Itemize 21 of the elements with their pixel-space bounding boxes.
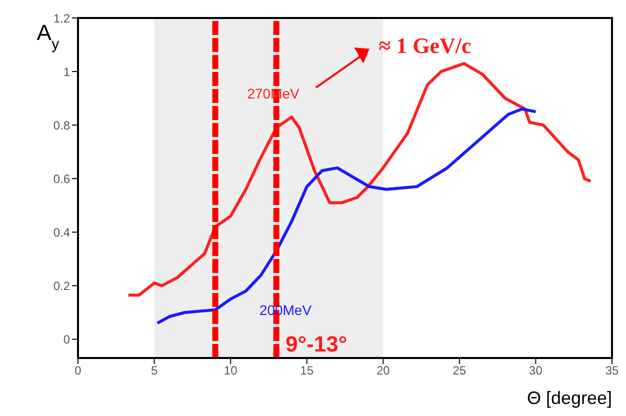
line-series [126, 62, 592, 297]
x-tick-label: 5 [150, 364, 158, 378]
y-tick-label: 0.8 [53, 118, 70, 132]
y-tick-label: 0.4 [53, 225, 70, 240]
y-tick-label: 0 [63, 332, 70, 347]
annotation: 9°-13° [285, 331, 348, 356]
annotation: ≈ 1 GeV/c [378, 32, 472, 58]
series-label: 200MeV [259, 302, 312, 318]
x-tick-label: 0 [74, 364, 82, 378]
y-tick-label: 1 [63, 64, 70, 79]
y-tick-label: 1.2 [53, 11, 70, 26]
x-tick-label: 35 [605, 364, 619, 378]
y-tick-label: 0.6 [53, 172, 70, 186]
x-tick-label: 30 [529, 364, 543, 378]
x-axis-title: Θ [degree] [526, 388, 612, 408]
x-tick-label: 15 [300, 364, 314, 378]
y-tick-label: 0.2 [53, 278, 70, 293]
x-tick-label: 20 [376, 364, 390, 378]
line-series [156, 108, 538, 325]
x-tick-label: 10 [224, 364, 238, 378]
x-tick-label: 25 [452, 364, 466, 378]
